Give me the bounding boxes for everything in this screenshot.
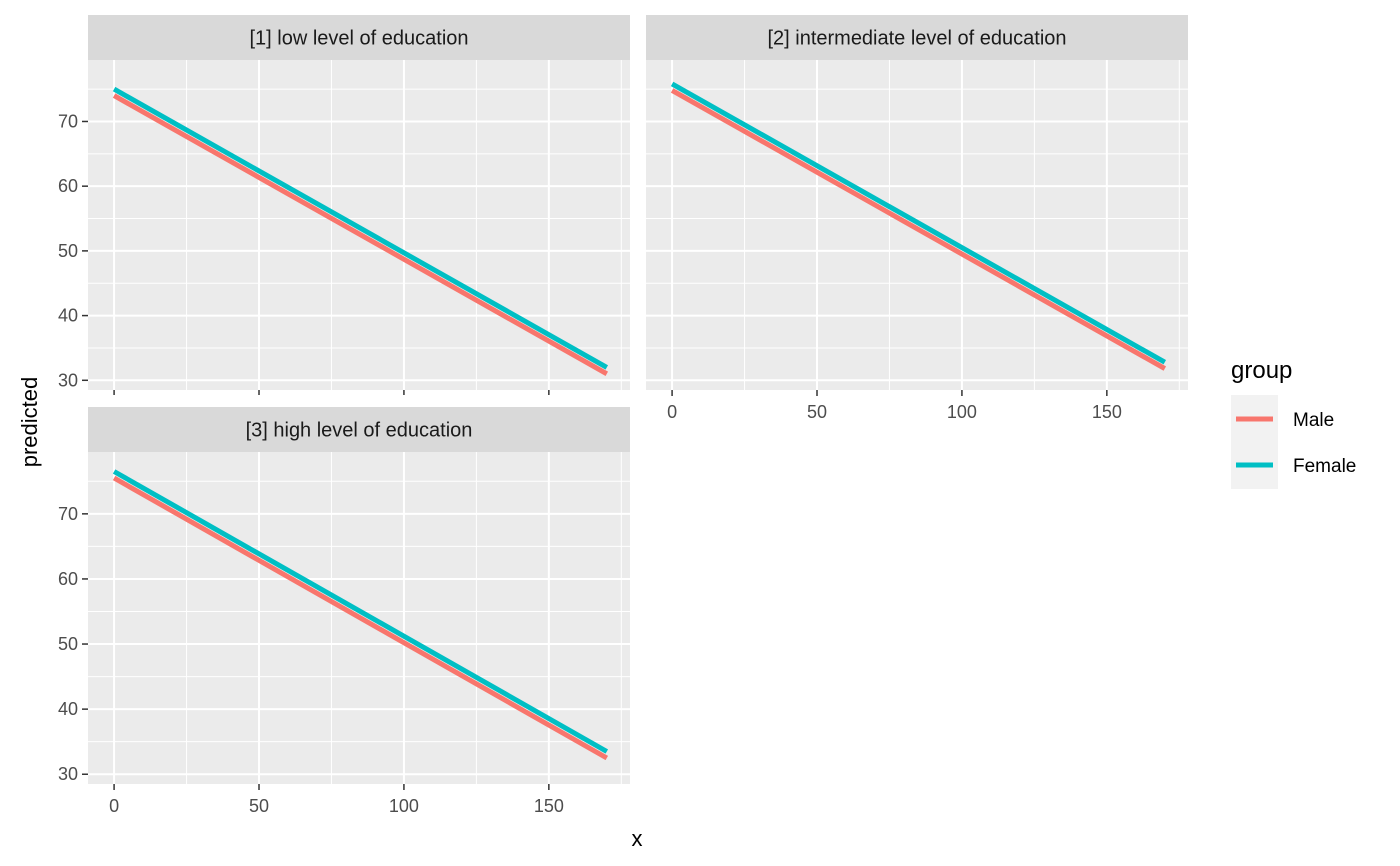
series-line-female (670, 81, 1167, 365)
x-tick-label: 0 (667, 402, 677, 422)
facet-panel-1: [1] low level of education 30 40 50 60 70 (58, 15, 630, 395)
legend-label-male: Male (1293, 410, 1334, 431)
x-axis-title: x (632, 826, 643, 851)
legend: group Male Female (1231, 357, 1356, 489)
legend-label-female: Female (1293, 456, 1356, 477)
facet-panel-3: [3] high level of education 30 40 50 60 70 0 50… (58, 407, 630, 816)
y-tick-label: 30 (58, 370, 78, 390)
legend-title: group (1231, 357, 1292, 384)
x-tick-label: 150 (1092, 402, 1122, 422)
y-tick-label: 60 (58, 176, 78, 196)
y-tick-label: 50 (58, 634, 78, 654)
series-line-male (112, 475, 609, 761)
y-tick-label: 40 (58, 306, 78, 326)
x-tick-label: 150 (534, 796, 564, 816)
y-axis-title: predicted (17, 377, 42, 468)
y-tick-label: 40 (58, 699, 78, 719)
y-tick-label: 70 (58, 504, 78, 524)
facet-panels: [1] low level of education 30 40 50 60 70 [2] … (58, 15, 1188, 816)
facet-strip (88, 15, 630, 60)
x-tick-label: 50 (807, 402, 827, 422)
facet-panel-2: [2] intermediate level of education 0 50 10… (646, 15, 1188, 422)
facet-strip-label: [3] high level of education (246, 420, 473, 442)
series-line-female (112, 86, 609, 370)
legend-key-background (1231, 395, 1278, 489)
facet-strip (88, 407, 630, 452)
series-line-female (112, 469, 609, 754)
x-tick-label: 100 (389, 796, 419, 816)
y-tick-label: 30 (58, 764, 78, 784)
y-tick-label: 70 (58, 111, 78, 131)
series-line-male (112, 93, 609, 376)
facet-strip-label: [2] intermediate level of education (767, 28, 1066, 50)
x-tick-label: 0 (109, 796, 119, 816)
series-line-male (670, 88, 1167, 371)
x-tick-label: 100 (947, 402, 977, 422)
x-tick-label: 50 (249, 796, 269, 816)
y-tick-label: 50 (58, 241, 78, 261)
facet-strip-label: [1] low level of education (249, 28, 468, 50)
y-tick-label: 60 (58, 569, 78, 589)
facet-strip (646, 15, 1188, 60)
